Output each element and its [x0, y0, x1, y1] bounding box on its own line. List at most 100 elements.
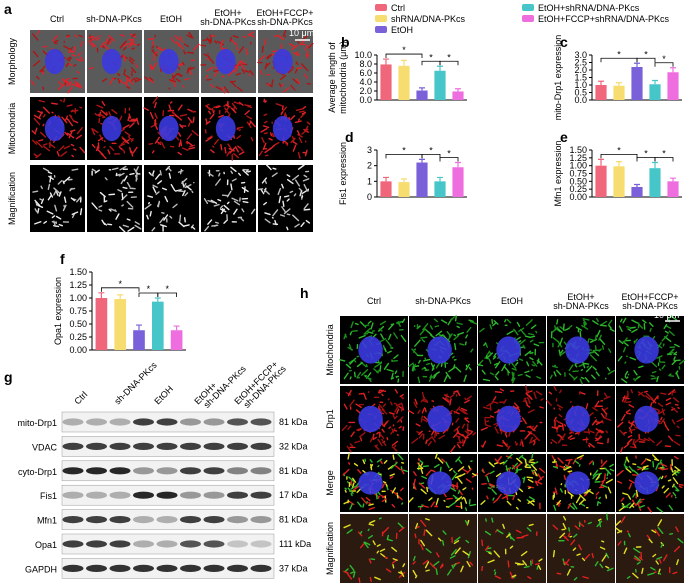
micro-feature: [434, 453, 438, 459]
micro-feature: [73, 64, 77, 67]
micro-feature: [526, 476, 534, 479]
micro-feature: [539, 467, 546, 474]
micro-feature: [103, 146, 106, 149]
micro-feature: [263, 98, 266, 104]
nucleus: [215, 115, 236, 142]
nucleus: [215, 48, 236, 75]
micro-feature: [392, 558, 398, 561]
column-label-line: EtOH+FCCP+: [256, 8, 313, 18]
micro-feature: [379, 361, 383, 365]
micro-feature: [349, 503, 353, 510]
micro-feature: [416, 431, 420, 434]
micro-feature: [65, 62, 69, 68]
micro-feature: [75, 134, 82, 140]
micro-feature: [383, 362, 390, 370]
micro-feature: [440, 319, 448, 324]
micro-feature: [205, 118, 208, 124]
micro-feature: [523, 565, 530, 569]
significance-label: *: [402, 145, 406, 155]
micro-feature: [484, 418, 487, 426]
micro-feature: [598, 334, 602, 341]
bar: [452, 167, 464, 197]
micro-feature: [506, 330, 514, 335]
significance-bracket: [654, 62, 674, 67]
micro-feature: [652, 553, 657, 558]
micro-feature: [32, 60, 41, 67]
micro-feature: [594, 334, 597, 342]
micro-feature: [278, 195, 282, 204]
nucleus: [496, 405, 521, 433]
micro-feature: [224, 146, 227, 154]
micro-feature: [433, 463, 440, 468]
micro-feature: [67, 86, 73, 94]
column-label-line: sh-DNA-PKcs: [86, 14, 142, 24]
micro-feature: [648, 538, 653, 544]
blot-band: [203, 491, 225, 499]
micro-feature: [675, 526, 679, 533]
y-tick-label: 3.0: [574, 50, 587, 60]
micro-feature: [502, 459, 508, 465]
micro-feature: [63, 196, 67, 203]
micro-feature: [362, 503, 365, 508]
blot-row-label: Fis1: [40, 491, 57, 501]
micro-feature: [174, 35, 180, 41]
micro-feature: [266, 83, 270, 86]
micro-feature: [266, 54, 271, 59]
micro-feature: [413, 401, 418, 409]
micro-feature: [648, 322, 654, 327]
micro-feature: [271, 132, 275, 138]
micro-feature: [67, 119, 74, 127]
micro-feature: [203, 198, 209, 205]
micro-feature: [517, 373, 523, 377]
micro-feature: [595, 474, 601, 481]
micro-feature: [452, 470, 456, 474]
micro-feature: [625, 401, 632, 403]
micro-feature: [415, 423, 421, 427]
bar: [595, 165, 607, 197]
micro-feature: [628, 428, 636, 432]
micro-feature: [622, 346, 626, 353]
bar: [595, 85, 607, 100]
micro-feature: [302, 178, 310, 182]
micro-feature: [628, 479, 635, 484]
micro-feature: [419, 328, 426, 336]
micro-feature: [297, 151, 301, 159]
micro-feature: [639, 438, 646, 442]
micro-feature: [441, 564, 444, 568]
micro-feature: [587, 428, 590, 435]
micro-feature: [398, 571, 406, 578]
micro-feature: [379, 389, 385, 394]
micro-feature: [511, 574, 517, 578]
micro-feature: [524, 370, 530, 374]
nucleus: [427, 471, 452, 495]
micro-feature: [424, 518, 430, 521]
micro-feature: [488, 461, 495, 468]
micro-feature: [150, 174, 155, 177]
micro-feature: [349, 331, 353, 336]
blot-band: [227, 540, 248, 548]
micro-feature: [149, 111, 154, 120]
micro-feature: [70, 46, 74, 51]
micro-feature: [433, 371, 440, 377]
micro-feature: [486, 495, 489, 500]
micro-feature: [492, 497, 495, 501]
micro-feature: [212, 145, 215, 148]
micro-feature: [218, 172, 221, 177]
micro-feature: [368, 523, 375, 526]
micro-feature: [386, 534, 390, 541]
column-label-line: sh-DNA-PKcs: [200, 17, 256, 27]
micro-feature: [135, 77, 139, 80]
micro-feature: [205, 136, 213, 142]
micro-feature: [464, 520, 468, 525]
micro-feature: [151, 227, 156, 232]
micro-feature: [531, 470, 535, 475]
micro-feature: [391, 446, 398, 452]
micro-feature: [369, 436, 374, 443]
micro-feature: [235, 72, 242, 76]
micro-feature: [525, 392, 533, 400]
column-label-line: sh-DNA-PKcs: [622, 301, 678, 311]
micro-feature: [58, 145, 65, 152]
micro-feature: [467, 550, 471, 559]
nucleus: [272, 48, 293, 75]
micro-feature: [42, 123, 45, 127]
